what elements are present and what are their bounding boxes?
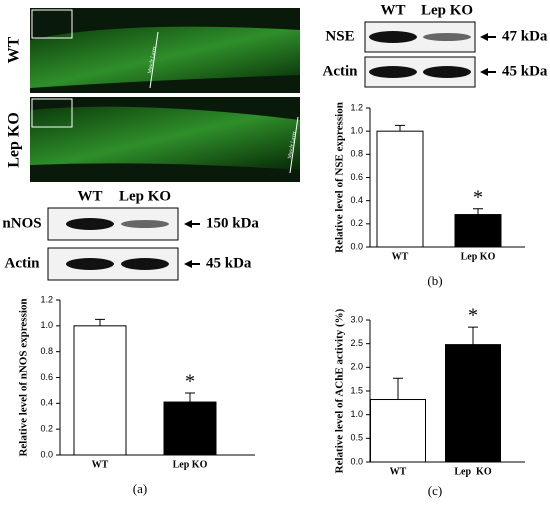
band [121, 258, 169, 270]
arrow [480, 68, 496, 76]
band [369, 31, 417, 43]
blot-size: 45 kDa [502, 63, 548, 79]
blot-row-name: NSE [325, 28, 354, 44]
bar [73, 325, 127, 456]
y-axis-label: Relative level of AChE activity (%) [334, 308, 346, 473]
error-bar [393, 377, 403, 400]
blot-row-name: Actin [323, 63, 359, 79]
micrograph-annotation: Muscle Layer [148, 46, 158, 74]
error-bar [95, 318, 105, 326]
y-tick-label: 1.0 [350, 409, 363, 419]
y-tick-label: 2.5 [350, 338, 363, 348]
panel-label: (a) [133, 481, 147, 496]
micrograph-label: Lep KO [6, 112, 23, 168]
blot-row-name: Actin [5, 255, 41, 271]
band [423, 66, 471, 78]
blot-column: Lep KO [421, 2, 473, 18]
bar [454, 214, 502, 248]
band [121, 220, 169, 228]
inset [31, 9, 73, 39]
tissue [30, 26, 300, 89]
y-tick-label: 0.6 [350, 172, 363, 182]
panel-label: (b) [427, 273, 442, 288]
band [66, 258, 114, 270]
annotation: * [185, 371, 195, 393]
y-tick-label: 1.0 [40, 320, 53, 330]
y-tick-label: 0.4 [350, 195, 363, 205]
blot-column: WT [380, 2, 405, 18]
y-tick-label: 1.5 [350, 385, 363, 395]
blot-size: 150 kDa [206, 215, 259, 231]
y-tick-label: 0.5 [350, 433, 363, 443]
y-tick-label: 1.2 [40, 294, 53, 304]
bar [370, 399, 426, 463]
bar [376, 130, 424, 248]
band [369, 66, 417, 78]
y-tick-label: 0.2 [350, 218, 363, 228]
bar [445, 344, 501, 463]
y-tick-label: 0.2 [40, 424, 53, 434]
panel-label: (c) [428, 483, 442, 498]
y-tick-label: 1.2 [350, 102, 363, 112]
x-tick-label: WT [390, 466, 407, 477]
y-tick-label: 0.6 [40, 372, 53, 382]
y-tick-label: 0.0 [350, 241, 363, 251]
error-bar [185, 392, 195, 403]
blot-row-name: nNOS [2, 215, 41, 231]
arrow [289, 116, 299, 174]
y-tick-label: 1.0 [350, 126, 363, 136]
x-tick-label: Lep KO [461, 251, 496, 262]
arrow [480, 33, 496, 41]
y-axis-label: Relative level of nNOS expression [18, 298, 30, 456]
band [423, 33, 471, 41]
arrow [149, 31, 159, 89]
micrograph-annotation: Muscle Layer [288, 131, 298, 159]
blot-size: 47 kDa [502, 28, 548, 44]
x-tick-label: WT [392, 251, 409, 262]
arrow [184, 220, 200, 228]
annotation: * [473, 186, 483, 208]
bar [163, 401, 217, 456]
blot-size: 45 kDa [206, 255, 252, 271]
blot-column: Lep KO [119, 188, 171, 204]
blot-column: WT [77, 188, 102, 204]
micrograph-label: WT [6, 36, 23, 63]
y-tick-label: 0.8 [40, 346, 53, 356]
inset [31, 98, 73, 128]
y-tick-label: 3.0 [350, 314, 363, 324]
arrow [184, 260, 200, 268]
error-bar [395, 124, 405, 132]
y-tick-label: 0.0 [40, 449, 53, 459]
tissue [30, 106, 300, 170]
x-tick-label: WT [92, 459, 109, 470]
error-bar [473, 208, 483, 215]
x-tick-label: Lep KO [173, 459, 208, 470]
y-tick-label: 0.8 [350, 149, 363, 159]
y-tick-label: 0.4 [40, 398, 53, 408]
x-tick-label: Lep KO [454, 466, 491, 477]
y-tick-label: 2.0 [350, 362, 363, 372]
annotation: * [468, 305, 478, 327]
band [66, 218, 114, 230]
error-bar [468, 326, 478, 345]
y-tick-label: 0.0 [350, 456, 363, 466]
y-axis-label: Relative level of NSE expression [334, 102, 346, 253]
